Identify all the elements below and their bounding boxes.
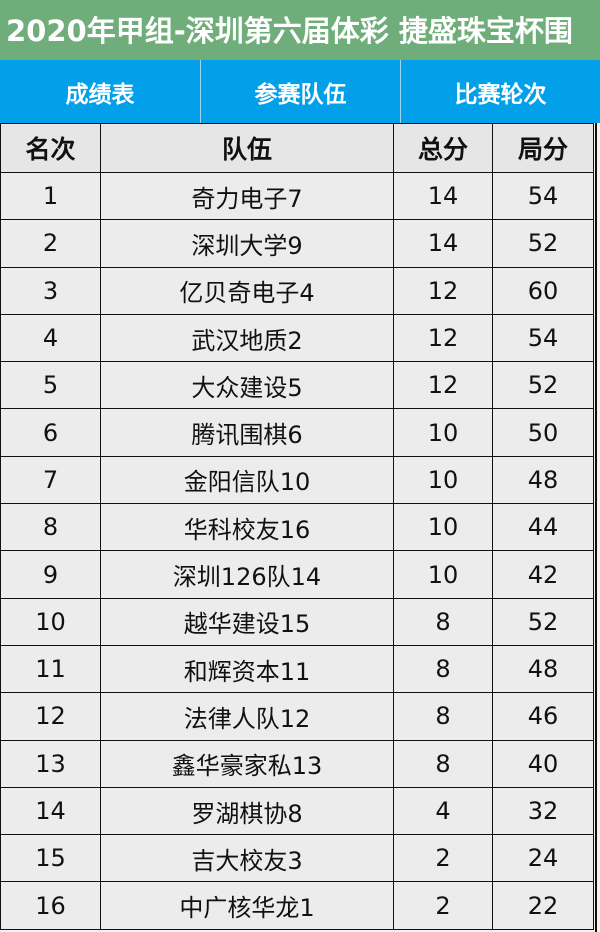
table-row[interactable]: 4 武汉地质2 12 54 (0, 313, 594, 363)
rank-cell: 7 (0, 455, 101, 505)
total-points-cell: 2 (393, 834, 493, 883)
team-cell: 越华建设15 (100, 597, 394, 646)
game-points-cell: 52 (492, 219, 594, 268)
team-cell: 奇力电子7 (100, 171, 394, 221)
team-cell: 鑫华豪家私13 (100, 739, 394, 788)
rank-cell: 16 (0, 881, 101, 930)
team-cell: 金阳信队10 (100, 455, 394, 505)
rank-cell: 9 (0, 550, 101, 599)
game-points-cell: 54 (492, 171, 594, 221)
header-rank: 名次 (0, 123, 101, 173)
team-cell: 罗湖棋协8 (100, 786, 394, 836)
rank-cell: 14 (0, 786, 101, 836)
game-points-cell: 42 (492, 550, 594, 599)
rank-cell: 8 (0, 503, 101, 552)
game-points-cell: 52 (492, 597, 594, 646)
rank-cell: 2 (0, 219, 101, 268)
table-edge-divider (595, 123, 597, 932)
header-total-points: 总分 (393, 123, 493, 173)
game-points-cell: 40 (492, 739, 594, 788)
total-points-cell: 10 (393, 503, 493, 552)
total-points-cell: 14 (393, 171, 493, 221)
total-points-cell: 12 (393, 266, 493, 315)
rank-cell: 15 (0, 834, 101, 883)
game-points-cell: 50 (492, 408, 594, 457)
total-points-cell: 8 (393, 692, 493, 741)
rank-cell: 6 (0, 408, 101, 457)
table-row[interactable]: 12 法律人队12 8 46 (0, 692, 594, 741)
rank-cell: 12 (0, 692, 101, 741)
table-row[interactable]: 15 吉大校友3 2 24 (0, 834, 594, 883)
rank-cell: 1 (0, 171, 101, 221)
table-row[interactable]: 6 腾讯围棋6 10 50 (0, 408, 594, 457)
table-row[interactable]: 8 华科校友16 10 44 (0, 503, 594, 552)
game-points-cell: 46 (492, 692, 594, 741)
team-cell: 腾讯围棋6 (100, 408, 394, 457)
table-row[interactable]: 1 奇力电子7 14 54 (0, 171, 594, 221)
team-cell: 吉大校友3 (100, 834, 394, 883)
table-row[interactable]: 3 亿贝奇电子4 12 60 (0, 266, 594, 315)
team-cell: 法律人队12 (100, 692, 394, 741)
total-points-cell: 10 (393, 550, 493, 599)
team-cell: 中广核华龙1 (100, 881, 394, 930)
table-row[interactable]: 2 深圳大学9 14 52 (0, 219, 594, 268)
team-cell: 武汉地质2 (100, 313, 394, 363)
team-cell: 亿贝奇电子4 (100, 266, 394, 315)
total-points-cell: 12 (393, 361, 493, 410)
rank-cell: 5 (0, 361, 101, 410)
page-title: 2020年甲组-深圳第六届体彩 捷盛珠宝杯围 (0, 0, 600, 60)
team-cell: 深圳126队14 (100, 550, 394, 599)
total-points-cell: 2 (393, 881, 493, 930)
standings-table: 名次 队伍 总分 局分 1 奇力电子7 14 54 2 深圳大学9 14 52 3 亿贝奇电子4 1… (0, 123, 594, 930)
game-points-cell: 32 (492, 786, 594, 836)
total-points-cell: 10 (393, 455, 493, 505)
total-points-cell: 4 (393, 786, 493, 836)
team-cell: 和辉资本11 (100, 644, 394, 694)
rank-cell: 11 (0, 644, 101, 694)
table-row[interactable]: 14 罗湖棋协8 4 32 (0, 786, 594, 836)
game-points-cell: 60 (492, 266, 594, 315)
tab-teams[interactable]: 参赛队伍 (201, 60, 401, 123)
table-header: 名次 队伍 总分 局分 (0, 123, 594, 173)
game-points-cell: 54 (492, 313, 594, 363)
table-row[interactable]: 11 和辉资本11 8 48 (0, 644, 594, 694)
table-row[interactable]: 13 鑫华豪家私13 8 40 (0, 739, 594, 788)
table-row[interactable]: 16 中广核华龙1 2 22 (0, 881, 594, 930)
tab-standings[interactable]: 成绩表 (0, 60, 201, 123)
total-points-cell: 8 (393, 739, 493, 788)
game-points-cell: 24 (492, 834, 594, 883)
table-row[interactable]: 9 深圳126队14 10 42 (0, 550, 594, 599)
tab-bar: 成绩表 参赛队伍 比赛轮次 (0, 60, 600, 123)
game-points-cell: 44 (492, 503, 594, 552)
rank-cell: 10 (0, 597, 101, 646)
table-row[interactable]: 5 大众建设5 12 52 (0, 361, 594, 410)
team-cell: 深圳大学9 (100, 219, 394, 268)
table-row[interactable]: 10 越华建设15 8 52 (0, 597, 594, 646)
header-team: 队伍 (100, 123, 394, 173)
rank-cell: 4 (0, 313, 101, 363)
table-row[interactable]: 7 金阳信队10 10 48 (0, 455, 594, 505)
game-points-cell: 52 (492, 361, 594, 410)
game-points-cell: 22 (492, 881, 594, 930)
team-cell: 大众建设5 (100, 361, 394, 410)
game-points-cell: 48 (492, 455, 594, 505)
total-points-cell: 14 (393, 219, 493, 268)
total-points-cell: 10 (393, 408, 493, 457)
tab-rounds[interactable]: 比赛轮次 (454, 81, 547, 108)
total-points-cell: 12 (393, 313, 493, 363)
total-points-cell: 8 (393, 597, 493, 646)
rank-cell: 13 (0, 739, 101, 788)
game-points-cell: 48 (492, 644, 594, 694)
total-points-cell: 8 (393, 644, 493, 694)
team-cell: 华科校友16 (100, 503, 394, 552)
header-game-points: 局分 (492, 123, 594, 173)
rank-cell: 3 (0, 266, 101, 315)
